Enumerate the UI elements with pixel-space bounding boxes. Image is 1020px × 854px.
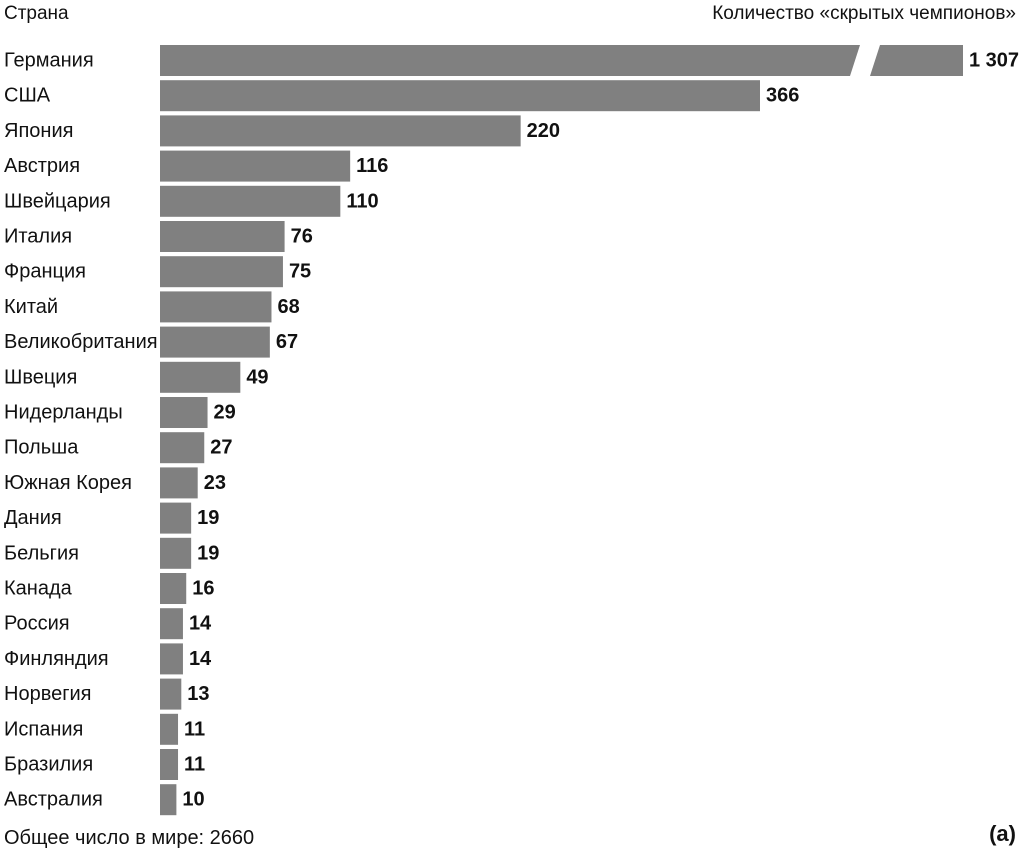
- category-label-нидерланды: Нидерланды: [4, 402, 123, 424]
- value-label-южная-корея: 23: [204, 472, 226, 494]
- value-label-бельгия: 19: [197, 542, 219, 564]
- category-label-швейцария: Швейцария: [4, 190, 111, 212]
- bar-германия-part-1: [160, 45, 860, 76]
- category-label-польша: Польша: [4, 437, 79, 459]
- value-label-финляндия: 14: [189, 648, 212, 670]
- bar-австралия: [160, 784, 177, 816]
- category-axis-header: Страна: [4, 3, 69, 24]
- value-label-россия: 14: [189, 613, 212, 635]
- category-label-южная-корея: Южная Корея: [4, 472, 132, 494]
- bar-южная-корея: [160, 467, 198, 499]
- value-labels: 1 307 366 220 116 110 76 75 68 67 49 29 27 23 19 19 16 1…: [182, 50, 1019, 811]
- total-footnote: Общее число в мире: 2660: [4, 827, 254, 849]
- value-label-германия: 1 307: [969, 50, 1019, 72]
- bar-канада: [160, 573, 187, 604]
- value-label-норвегия: 13: [187, 683, 209, 705]
- bar-италия: [160, 221, 285, 252]
- category-label-бразилия: Бразилия: [4, 754, 93, 776]
- value-label-швеция: 49: [246, 366, 268, 388]
- bar-финляндия: [160, 643, 183, 675]
- category-label-россия: Россия: [4, 613, 70, 635]
- value-label-нидерланды: 29: [214, 402, 236, 424]
- bar-бразилия: [160, 749, 179, 780]
- value-label-великобритания: 67: [276, 331, 298, 353]
- bars-layer: [160, 45, 963, 816]
- value-label-польша: 27: [210, 437, 232, 459]
- category-label-канада: Канада: [4, 578, 73, 600]
- category-label-австрия: Австрия: [4, 155, 80, 177]
- value-label-швейцария: 110: [346, 190, 378, 212]
- bar-норвегия: [160, 678, 182, 710]
- bar-австрия: [160, 150, 351, 182]
- bar-китай: [160, 291, 272, 323]
- value-label-япония: 220: [527, 120, 560, 142]
- category-label-франция: Франция: [4, 261, 86, 283]
- bar-дания: [160, 502, 192, 534]
- bar-великобритания: [160, 326, 270, 358]
- category-label-германия: Германия: [4, 50, 94, 72]
- bar-нидерланды: [160, 397, 208, 428]
- category-label-китай: Китай: [4, 296, 58, 318]
- panel-label: (a): [989, 821, 1016, 846]
- value-label-франция: 75: [289, 261, 311, 283]
- value-label-китай: 68: [277, 296, 299, 318]
- category-label-австралия: Австралия: [4, 789, 103, 811]
- value-label-дания: 19: [197, 507, 219, 529]
- value-label-бразилия: 11: [184, 754, 205, 776]
- bar-швейцария: [160, 185, 341, 217]
- value-label-канада: 16: [192, 578, 214, 600]
- category-label-италия: Италия: [4, 226, 72, 248]
- value-label-австрия: 116: [356, 155, 388, 177]
- category-label-швеция: Швеция: [4, 366, 77, 388]
- category-label-дания: Дания: [4, 507, 62, 529]
- category-label-великобритания: Великобритания: [4, 331, 158, 353]
- bar-швеция: [160, 361, 241, 393]
- value-label-австралия: 10: [182, 789, 204, 811]
- category-label-сша: США: [4, 85, 51, 107]
- category-label-норвегия: Норвегия: [4, 683, 92, 705]
- category-labels: Германия США Япония Австрия Швейцария Италия Ф…: [4, 50, 158, 811]
- value-label-испания: 11: [184, 718, 205, 740]
- category-label-финляндия: Финляндия: [4, 648, 109, 670]
- value-label-сша: 366: [766, 85, 799, 107]
- value-label-италия: 76: [291, 226, 313, 248]
- bar-франция: [160, 256, 283, 288]
- bar-япония: [160, 115, 521, 147]
- category-label-япония: Япония: [4, 120, 73, 142]
- value-axis-header: Количество «скрытых чемпионов»: [712, 3, 1016, 24]
- bar-бельгия: [160, 537, 192, 569]
- category-label-бельгия: Бельгия: [4, 542, 79, 564]
- bar-польша: [160, 432, 205, 464]
- category-label-испания: Испания: [4, 718, 83, 740]
- bar-испания: [160, 713, 179, 745]
- bar-россия: [160, 608, 183, 640]
- bar-германия-part-2: [870, 45, 963, 76]
- bar-сша: [160, 80, 760, 112]
